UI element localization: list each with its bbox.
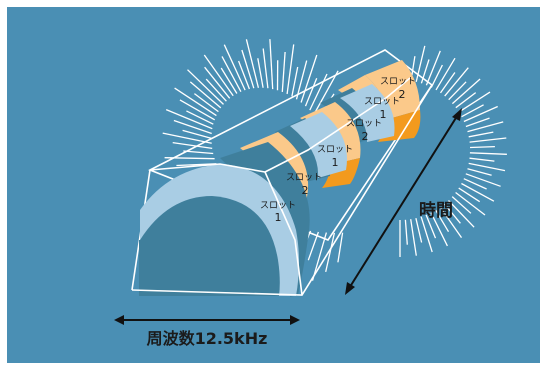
- slot-label-number: 1: [275, 211, 282, 224]
- slot-label-number: 1: [332, 156, 339, 169]
- slot-label-word: スロット: [286, 173, 322, 183]
- slot-label-word: スロット: [364, 97, 400, 107]
- slot-label-word: スロット: [317, 145, 353, 155]
- slot-label-number: 2: [399, 88, 406, 101]
- slot-label-word: スロット: [346, 119, 382, 129]
- time-axis-label: 時間: [419, 200, 453, 221]
- radiating-line: [470, 147, 495, 148]
- slot-label-word: スロット: [260, 201, 296, 211]
- frequency-axis-label: 周波数12.5kHz: [147, 329, 268, 348]
- slot-label-number: 1: [380, 108, 387, 121]
- slot-label-word: スロット: [380, 77, 416, 87]
- slot-label-number: 2: [362, 130, 369, 143]
- slot-label-number: 2: [302, 184, 309, 197]
